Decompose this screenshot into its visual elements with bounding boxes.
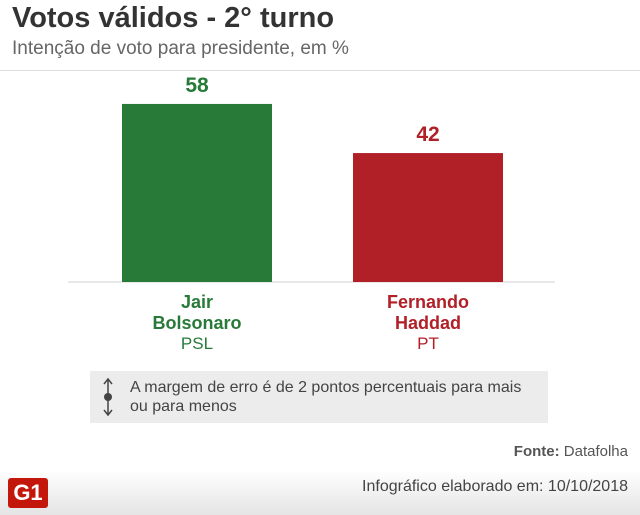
note: A margem de erro é de 2 pontos percentua…: [130, 379, 522, 415]
category-label: Fernando Haddad: [386, 292, 469, 333]
value-label: 58: [185, 73, 209, 97]
note-box: [90, 371, 548, 423]
logo: G1: [8, 478, 48, 508]
source-label: Fonte:: [513, 443, 560, 460]
margin-icon: [103, 377, 113, 417]
category-label: Jair Bolsonaro: [152, 292, 242, 333]
bar: [122, 103, 272, 282]
chart-title: Votos válidos - 2° turno: [12, 2, 335, 34]
source: Fonte: Datafolha: [514, 443, 628, 460]
bar: [353, 153, 503, 282]
footer-band: [0, 470, 640, 515]
source-name: Datafolha: [563, 443, 628, 460]
chart-subtitle: Intenção de voto para presidente, em %: [12, 38, 349, 59]
party-label: PSL: [180, 334, 214, 353]
divider: [0, 70, 640, 71]
party-label: PT: [417, 334, 439, 353]
value-label: 42: [416, 123, 440, 147]
plot: [68, 103, 555, 283]
footer: Infográfico elaborado em: 10/10/2018: [362, 478, 628, 495]
